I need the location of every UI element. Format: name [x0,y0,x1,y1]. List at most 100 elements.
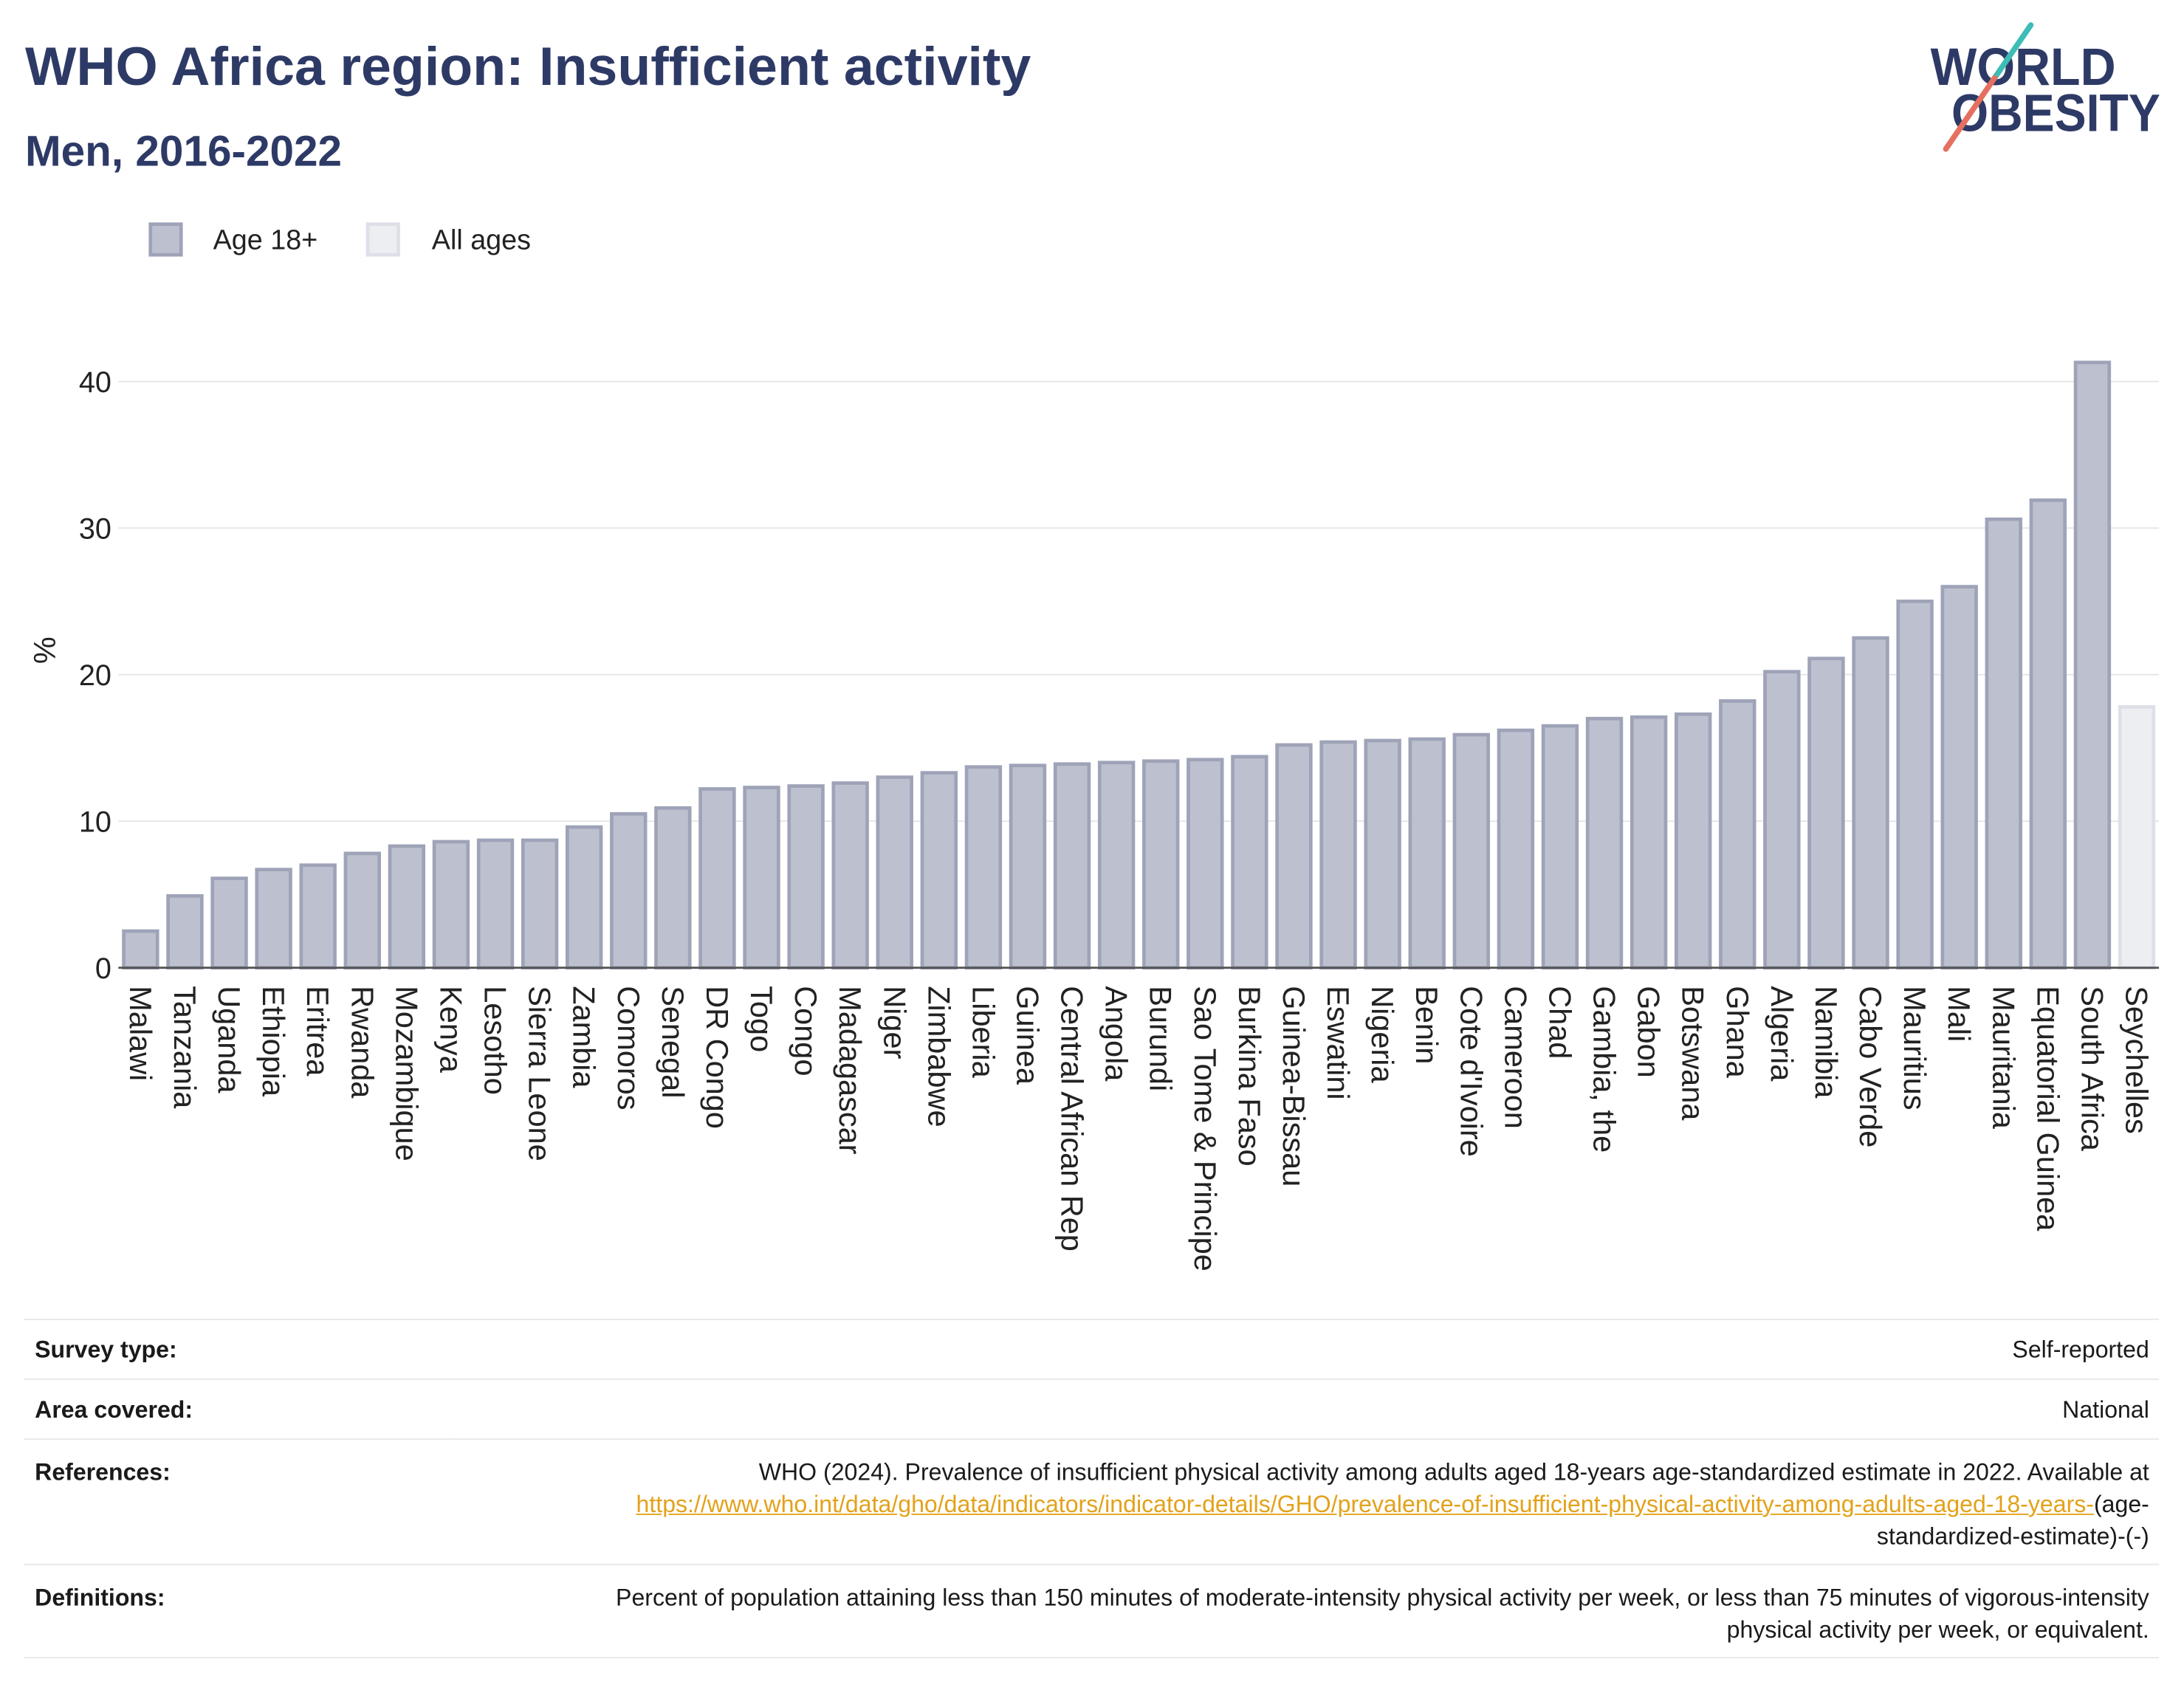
x-tick-label: Zimbabwe [921,986,956,1127]
y-axis-title: % [27,636,62,664]
bar-angola [1097,761,1136,970]
references-label: References: [35,1459,171,1486]
x-tick-label: Mauritius [1898,986,1932,1110]
bar-senegal [654,806,692,970]
x-tick-label: Ghana [1720,986,1755,1078]
x-tick-label: Angola [1099,986,1134,1082]
x-tick-label: Guinea-Bissau [1277,986,1311,1187]
bar-ethiopia [255,868,292,970]
x-tick-label: Senegal [656,986,690,1098]
info-row-definitions: Definitions: Percent of population attai… [24,1564,2160,1658]
x-tick-label: Madagascar [833,986,868,1154]
x-tick-label: Tanzania [168,986,202,1109]
bar-south-africa [2073,360,2112,970]
x-tick-label: Chad [1542,986,1577,1059]
bar-malawi [122,929,159,970]
x-tick-label: Namibia [1809,986,1844,1099]
x-tick-label: Gambia, the [1587,986,1622,1153]
logo-slash-bottom [1943,75,1998,152]
x-tick-label: Ethiopia [256,986,291,1097]
legend-swatch-age-18-plus [148,222,183,257]
x-tick-label: Mauritania [1986,986,2021,1130]
bar-chad [1541,724,1579,970]
bar-niger [876,775,913,970]
definitions-value: Percent of population attaining less tha… [453,1565,2159,1658]
references-link[interactable]: https://www.who.int/data/gho/data/indica… [636,1491,2094,1518]
bar-nigeria [1364,738,1401,970]
bar-central-african-rep [1053,762,1091,970]
references-text: WHO (2024). Prevalence of insufficient p… [758,1459,2149,1486]
x-tick-label: Eritrea [301,986,335,1077]
x-tick-label: Benin [1409,986,1444,1064]
chart: WHO Africa region: Insufficient activity… [25,22,2160,1271]
bar-sao-tome-principe [1187,758,1224,970]
area-covered-label: Area covered: [35,1395,193,1423]
x-tick-label: Mali [1942,986,1977,1042]
bar-cabo-verde [1852,636,1889,970]
bar-dr-congo [698,787,736,970]
survey-type-value: Self-reported [2012,1336,2149,1363]
x-tick-label: Cote d'Ivoire [1454,986,1488,1157]
bar-kenya [432,840,470,970]
x-tick-label: Zambia [567,986,602,1088]
y-tick-label: 10 [79,806,111,838]
bar-botswana [1675,712,1712,970]
x-tick-label: Cameroon [1498,986,1533,1129]
logo-text-world: WORLD [1931,38,2116,97]
legend-swatch-all-ages [365,222,400,257]
x-tick-label: Burkina Faso [1232,986,1267,1166]
bar-gambia-the [1585,716,1624,970]
chart-subtitle: Men, 2016-2022 [25,127,342,175]
x-tick-label: Uganda [212,986,247,1094]
world-obesity-logo: WORLD OBESITY [1931,22,2160,152]
references-link-suffix: (age-standardized-estimate)-(-) [1876,1491,2149,1550]
survey-type-label: Survey type: [35,1336,177,1363]
x-tick-label: Niger [877,986,912,1059]
bar-congo [787,784,825,970]
bar-mauritius [1896,600,1934,970]
logo-slash-top [1991,22,2034,81]
bar-comoros [610,811,648,970]
x-tick-label: Cabo Verde [1853,986,1888,1147]
bar-namibia [1807,656,1845,970]
bar-togo [743,786,780,970]
x-tick-label: Nigeria [1365,986,1400,1083]
x-tick-label: Algeria [1765,986,1799,1082]
x-tick-label: Congo [789,986,823,1076]
references-value: WHO (2024). Prevalence of insufficient p… [453,1439,2159,1565]
bar-guinea [1009,763,1047,970]
chart-title: WHO Africa region: Insufficient activity [25,35,1031,97]
x-tick-label: Botswana [1676,986,1711,1121]
bar-uganda [210,876,248,970]
x-tick-label: South Africa [2075,986,2109,1152]
bar-burundi [1142,759,1180,970]
bar-cameroon [1497,728,1535,970]
bar-eswatini [1319,740,1357,970]
bar-mali [1940,585,1978,970]
definitions-text: Percent of population attaining less tha… [616,1585,2149,1644]
bar-liberia [964,765,1003,970]
legend: Age 18+ All ages [148,222,531,257]
x-tick-label: Comoros [611,986,646,1110]
bar-rwanda [343,851,381,970]
x-tick-label: Malawi [123,986,158,1081]
x-tick-label: Equatorial Guinea [2030,986,2065,1232]
bar-guinea-bissau [1275,743,1313,970]
bar-sierra-leone [521,838,559,970]
x-tick-label: Gabon [1632,986,1666,1078]
x-tick-label: Liberia [966,986,1000,1078]
x-tick-label: Rwanda [345,986,380,1099]
y-tick-label: 20 [79,659,111,692]
y-tick-label: 40 [79,366,111,399]
bar-mozambique [388,844,426,970]
x-tick-label: Lesotho [478,986,513,1095]
bar-tanzania [166,894,204,970]
bar-equatorial-guinea [2029,498,2067,970]
bar-algeria [1763,670,1801,970]
x-tick-label: Kenya [433,986,468,1074]
x-tick-label: DR Congo [700,986,735,1129]
x-tick-label: Sao Tome & Principe [1188,986,1223,1271]
bar-ghana [1719,699,1757,970]
x-tick-label: Mozambique [389,986,424,1161]
x-tick-label: Togo [744,986,779,1052]
